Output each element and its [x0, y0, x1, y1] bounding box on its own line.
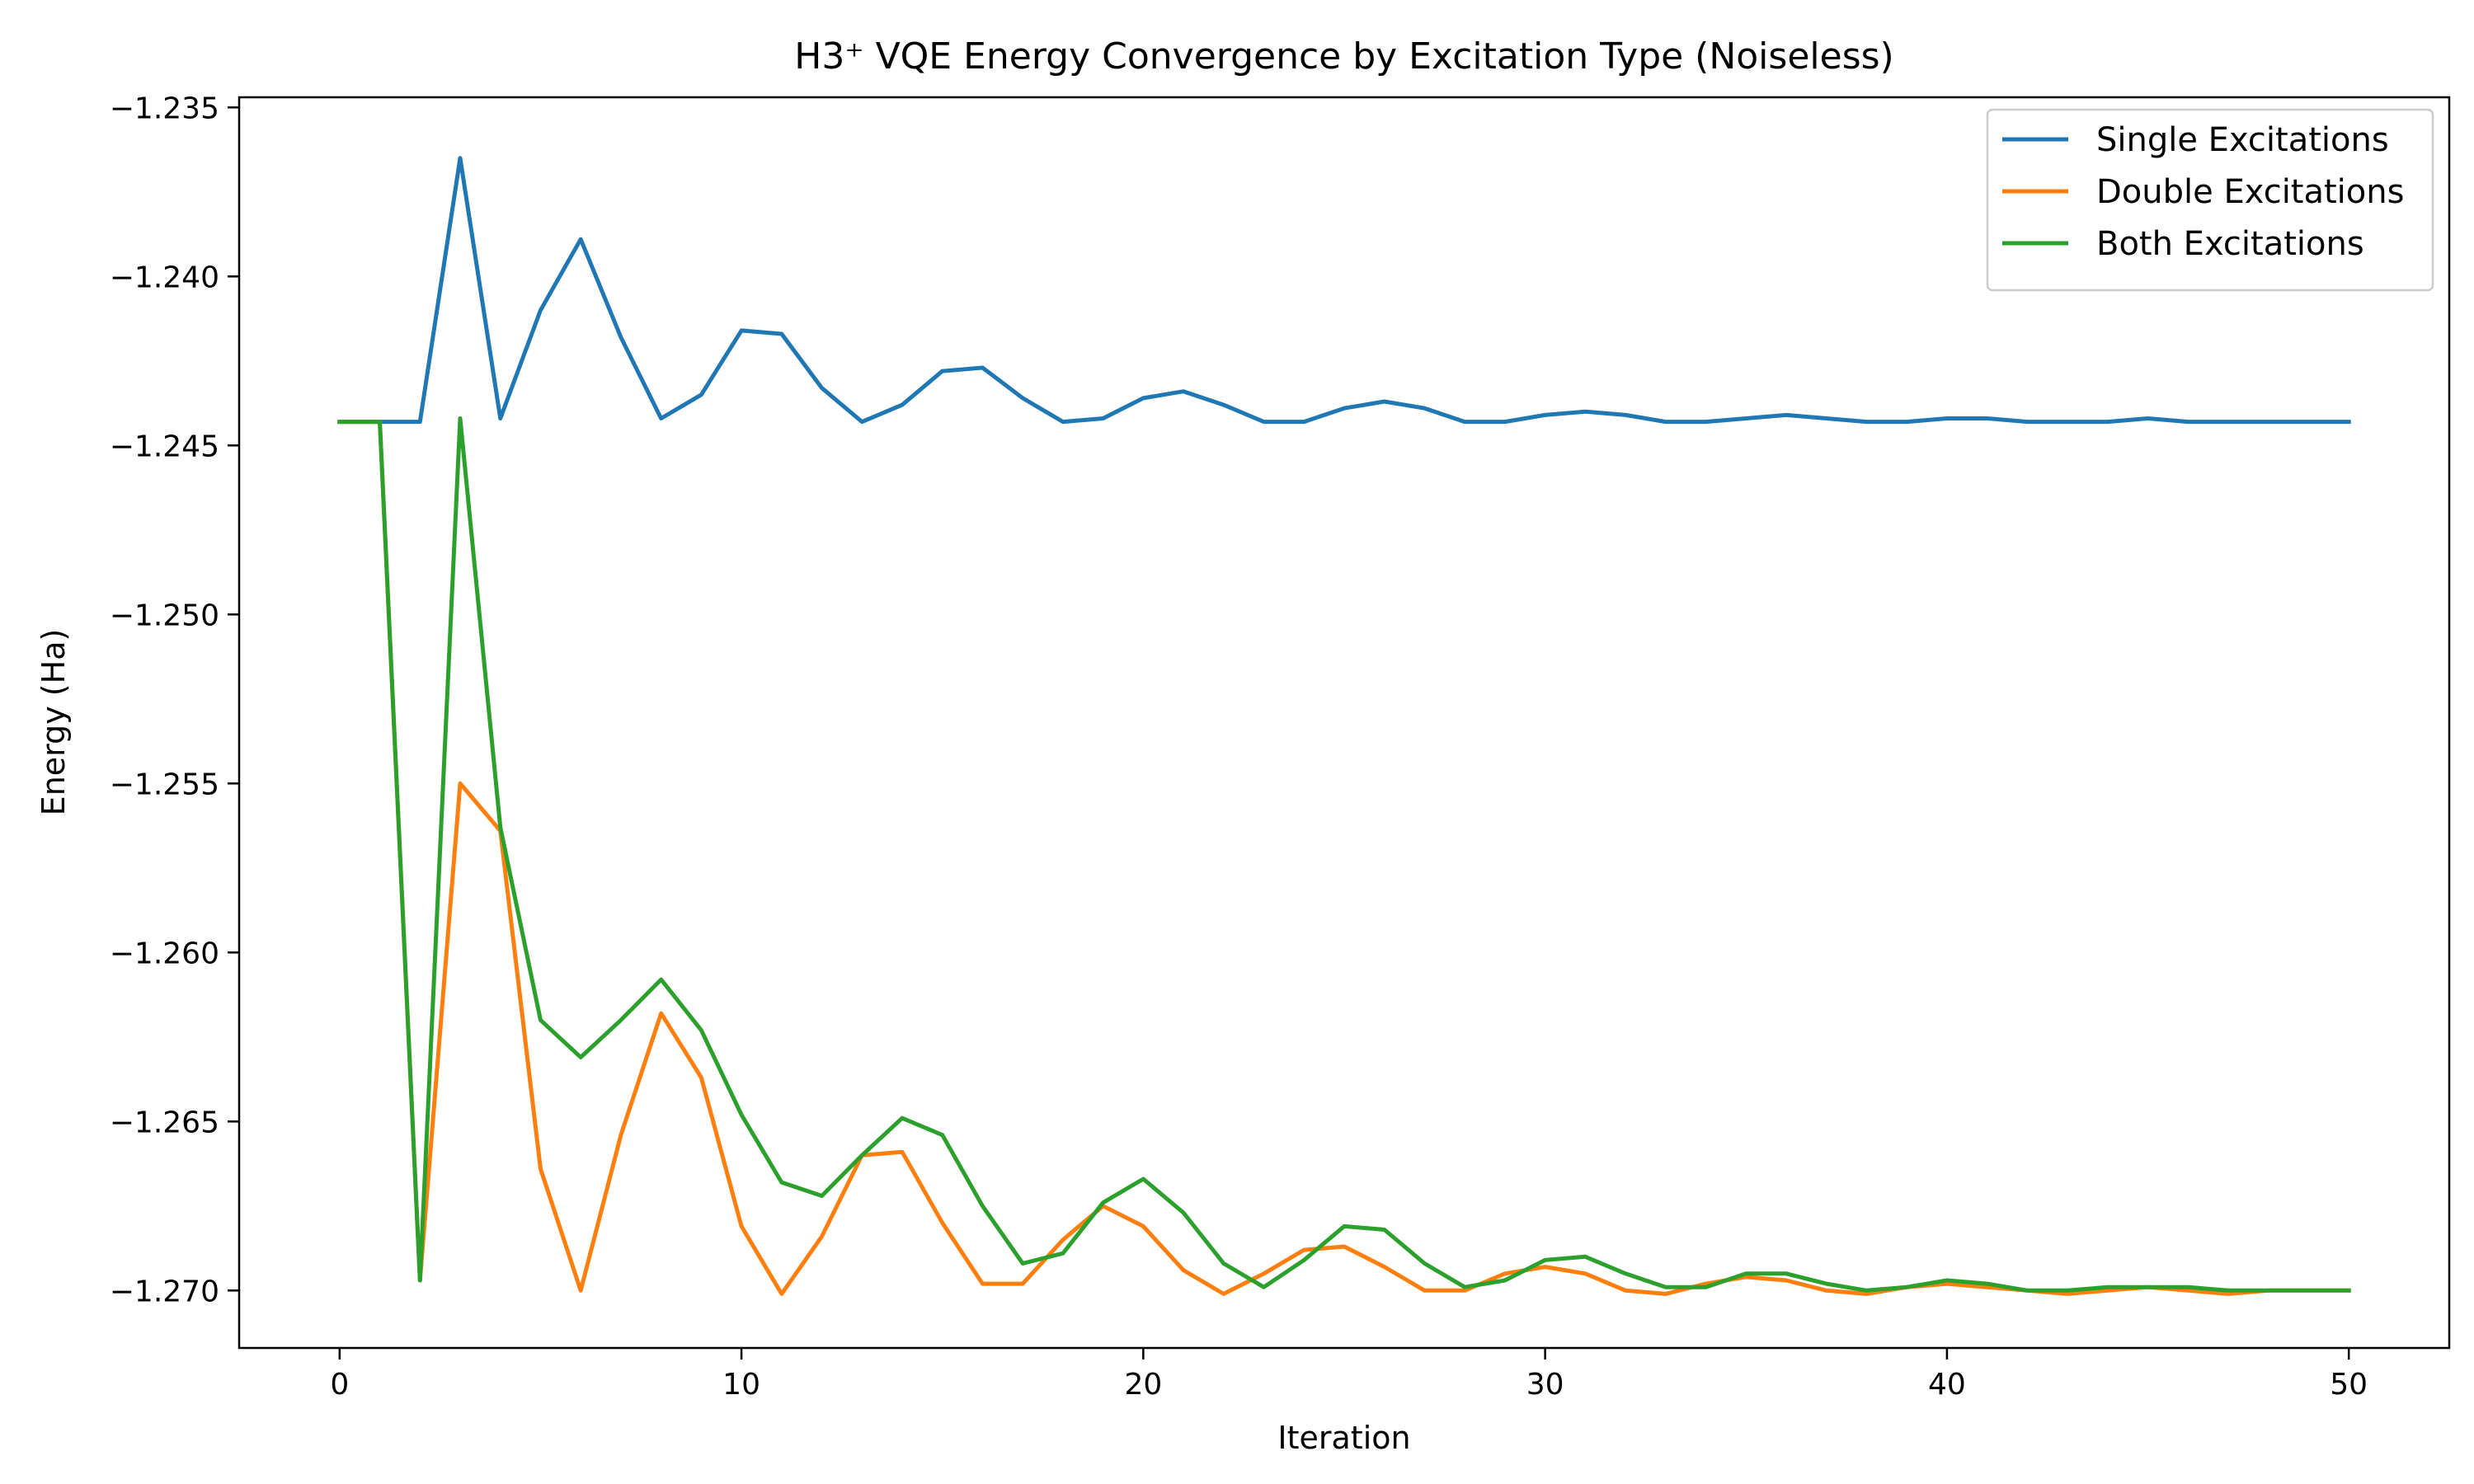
x-tick-label: 40: [1928, 1368, 1966, 1402]
legend-label-2: Double Excitations: [2096, 173, 2404, 211]
legend[interactable]: Single Excitations Double Excitations Both…: [1986, 108, 2434, 292]
y-axis-label: Energy (Ha): [35, 629, 72, 816]
x-axis-label: Iteration: [1277, 1420, 1410, 1456]
legend-label-3: Both Excitations: [2096, 225, 2364, 263]
y-tick-label: −1.245: [110, 430, 219, 463]
x-tick-label: 0: [330, 1368, 349, 1402]
y-tick-label: −1.265: [110, 1106, 219, 1139]
y-axis: −1.235 −1.240 −1.245 −1.250 −1.255 −1.260 −1.2…: [110, 92, 239, 1308]
y-tick-label: −1.260: [110, 937, 219, 970]
y-tick-label: −1.235: [110, 92, 219, 125]
x-tick-label: 30: [1526, 1368, 1564, 1402]
series-line-3: [337, 416, 2351, 1293]
y-tick-label: −1.250: [110, 599, 219, 632]
y-tick-label: −1.255: [110, 768, 219, 801]
legend-box: [1986, 108, 2434, 292]
y-tick-label: −1.270: [110, 1275, 219, 1308]
series-line-1: [337, 156, 2351, 425]
plot-frame: [238, 96, 2451, 1350]
series-layer: [337, 156, 2351, 1296]
chart-title: H3⁺ VQE Energy Convergence by Excitation…: [794, 35, 1893, 77]
x-tick-label: 50: [2330, 1368, 2368, 1402]
x-tick-label: 10: [722, 1368, 760, 1402]
y-tick-label: −1.240: [110, 261, 219, 294]
legend-label-1: Single Excitations: [2096, 121, 2389, 159]
x-tick-label: 20: [1124, 1368, 1162, 1402]
plot-area: [238, 96, 2451, 1350]
x-axis: 0 10 20 30 40 50: [330, 1348, 2368, 1402]
